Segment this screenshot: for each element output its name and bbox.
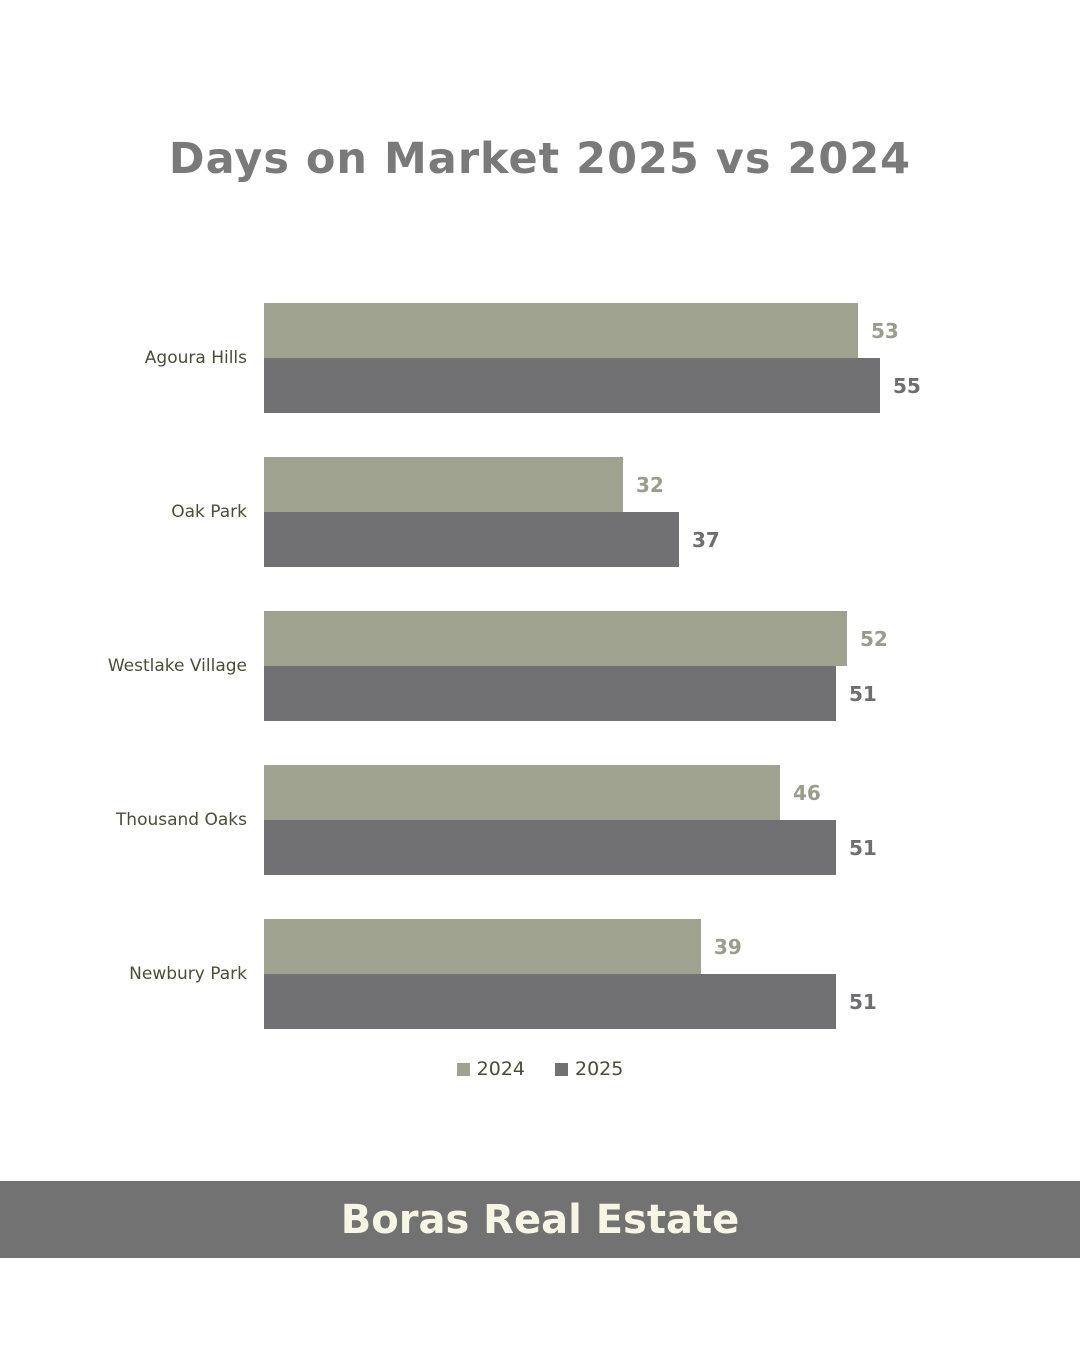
bar-line-2024: 46 bbox=[264, 765, 1080, 820]
bars-stack: 52 51 bbox=[264, 611, 1080, 721]
bar-line-2025: 51 bbox=[264, 820, 1080, 875]
bar-line-2024: 32 bbox=[264, 457, 1080, 512]
bar-2025 bbox=[264, 820, 836, 875]
legend-label-2024: 2024 bbox=[476, 1058, 525, 1080]
bar-line-2025: 51 bbox=[264, 666, 1080, 721]
bar-row: Westlake Village 52 51 bbox=[0, 611, 1080, 721]
bar-line-2024: 52 bbox=[264, 611, 1080, 666]
bar-row: Newbury Park 39 51 bbox=[0, 919, 1080, 1029]
value-label-2024: 52 bbox=[860, 626, 888, 651]
value-label-2024: 32 bbox=[636, 472, 664, 497]
legend-item-2025: 2025 bbox=[555, 1058, 623, 1080]
bar-line-2025: 37 bbox=[264, 512, 1080, 567]
bar-line-2024: 53 bbox=[264, 303, 1080, 358]
chart-legend: 2024 2025 bbox=[0, 1058, 1080, 1080]
bar-2025 bbox=[264, 512, 679, 567]
value-label-2025: 51 bbox=[849, 681, 877, 706]
legend-swatch-2025 bbox=[555, 1062, 568, 1076]
category-label: Agoura Hills bbox=[144, 348, 247, 368]
bar-2024 bbox=[264, 611, 847, 666]
bar-line-2024: 39 bbox=[264, 919, 1080, 974]
legend-swatch-2024 bbox=[456, 1062, 470, 1076]
bar-2024 bbox=[264, 303, 858, 358]
legend-label-2025: 2025 bbox=[575, 1058, 624, 1080]
category-label: Thousand Oaks bbox=[115, 810, 247, 830]
value-label-2024: 39 bbox=[714, 934, 742, 959]
bar-line-2025: 51 bbox=[264, 974, 1080, 1029]
footer-banner: Boras Real Estate bbox=[0, 1181, 1080, 1258]
value-label-2025: 37 bbox=[692, 527, 720, 552]
bar-row: Agoura Hills 53 55 bbox=[0, 303, 1080, 413]
value-label-2025: 51 bbox=[849, 989, 877, 1014]
bar-2024 bbox=[264, 919, 701, 974]
category-label: Oak Park bbox=[171, 502, 247, 522]
bar-2024 bbox=[264, 457, 623, 512]
bars-stack: 32 37 bbox=[264, 457, 1080, 567]
bars-stack: 39 51 bbox=[264, 919, 1080, 1029]
value-label-2024: 46 bbox=[793, 780, 821, 805]
bar-line-2025: 55 bbox=[264, 358, 1080, 413]
bar-rows: Agoura Hills 53 55 Oak Park 32 37 Westlake Vil… bbox=[0, 303, 1080, 1073]
footer-brand-label: Boras Real Estate bbox=[340, 1196, 740, 1243]
bar-2025 bbox=[264, 666, 836, 721]
bars-stack: 53 55 bbox=[264, 303, 1080, 413]
value-label-2024: 53 bbox=[871, 318, 899, 343]
bars-stack: 46 51 bbox=[264, 765, 1080, 875]
chart-title: Days on Market 2025 vs 2024 bbox=[168, 134, 912, 184]
category-label: Westlake Village bbox=[107, 656, 247, 676]
bar-row: Oak Park 32 37 bbox=[0, 457, 1080, 567]
bar-row: Thousand Oaks 46 51 bbox=[0, 765, 1080, 875]
value-label-2025: 55 bbox=[893, 373, 921, 398]
legend-item-2024: 2024 bbox=[456, 1058, 525, 1080]
value-label-2025: 51 bbox=[849, 835, 877, 860]
bar-2024 bbox=[264, 765, 780, 820]
bar-2025 bbox=[264, 358, 880, 413]
bar-2025 bbox=[264, 974, 836, 1029]
category-label: Newbury Park bbox=[129, 964, 247, 984]
